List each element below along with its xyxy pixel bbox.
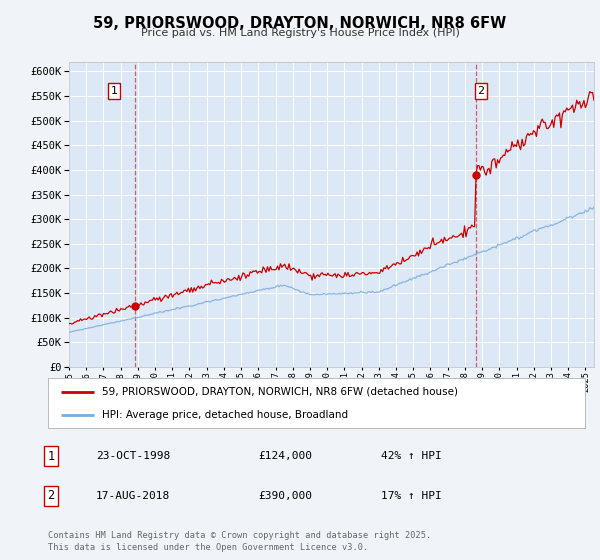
Text: This data is licensed under the Open Government Licence v3.0.: This data is licensed under the Open Gov… [48,543,368,552]
Text: £390,000: £390,000 [258,491,312,501]
Text: 17-AUG-2018: 17-AUG-2018 [96,491,170,501]
Text: 1: 1 [47,450,55,463]
Text: 59, PRIORSWOOD, DRAYTON, NORWICH, NR8 6FW: 59, PRIORSWOOD, DRAYTON, NORWICH, NR8 6F… [94,16,506,31]
Text: Contains HM Land Registry data © Crown copyright and database right 2025.: Contains HM Land Registry data © Crown c… [48,531,431,540]
Text: 1: 1 [110,86,118,96]
Text: Price paid vs. HM Land Registry's House Price Index (HPI): Price paid vs. HM Land Registry's House … [140,28,460,38]
Text: 2: 2 [478,86,484,96]
Text: £124,000: £124,000 [258,451,312,461]
Text: 59, PRIORSWOOD, DRAYTON, NORWICH, NR8 6FW (detached house): 59, PRIORSWOOD, DRAYTON, NORWICH, NR8 6F… [102,386,458,396]
Text: 23-OCT-1998: 23-OCT-1998 [96,451,170,461]
Text: 2: 2 [47,489,55,502]
Text: HPI: Average price, detached house, Broadland: HPI: Average price, detached house, Broa… [102,410,348,420]
Text: 17% ↑ HPI: 17% ↑ HPI [381,491,442,501]
Text: 42% ↑ HPI: 42% ↑ HPI [381,451,442,461]
